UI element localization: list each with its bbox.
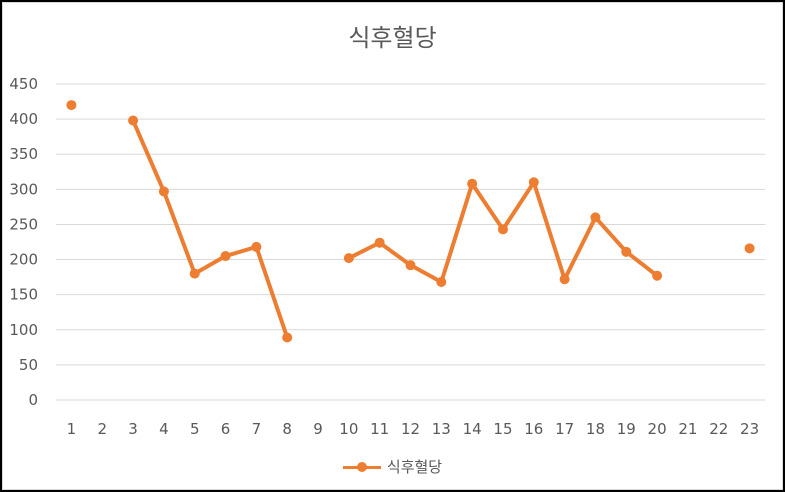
data-point xyxy=(436,277,447,288)
y-tick-label: 50 xyxy=(19,356,38,374)
x-tick-label: 3 xyxy=(128,420,138,438)
y-tick-label: 200 xyxy=(9,251,38,269)
data-point xyxy=(528,177,539,188)
data-point xyxy=(497,224,508,235)
x-tick-label: 17 xyxy=(555,420,574,438)
x-tick-label: 2 xyxy=(97,420,107,438)
data-point xyxy=(282,332,293,343)
y-tick-label: 300 xyxy=(9,180,38,198)
data-point xyxy=(251,241,262,252)
x-tick-label: 9 xyxy=(313,420,323,438)
x-tick-label: 23 xyxy=(740,420,759,438)
x-tick-label: 1 xyxy=(67,420,77,438)
legend-label: 식후혈당 xyxy=(386,458,443,476)
y-tick-label: 150 xyxy=(9,286,38,304)
data-point xyxy=(158,186,169,197)
x-tick-label: 8 xyxy=(282,420,292,438)
x-tick-label: 4 xyxy=(159,420,169,438)
x-tick-label: 20 xyxy=(648,420,667,438)
x-tick-label: 7 xyxy=(252,420,262,438)
x-tick-label: 15 xyxy=(493,420,512,438)
x-tick-label: 18 xyxy=(586,420,605,438)
y-tick-label: 100 xyxy=(9,321,38,339)
data-point xyxy=(590,212,601,223)
data-point xyxy=(652,270,663,281)
x-tick-label: 14 xyxy=(463,420,482,438)
x-tick-label: 10 xyxy=(339,420,358,438)
data-point xyxy=(189,268,200,279)
x-tick-label: 21 xyxy=(678,420,697,438)
series-line xyxy=(131,118,290,340)
data-point xyxy=(374,237,385,248)
chart-title: 식후혈당 xyxy=(348,24,437,52)
x-tick-label: 19 xyxy=(617,420,636,438)
x-tick-label: 5 xyxy=(190,420,200,438)
y-tick-label: 250 xyxy=(9,215,38,233)
data-point xyxy=(405,260,416,271)
data-point xyxy=(220,251,231,262)
y-tick-label: 350 xyxy=(9,145,38,163)
y-tick-label: 400 xyxy=(9,110,38,128)
data-point xyxy=(66,100,77,111)
x-tick-label: 11 xyxy=(370,420,389,438)
data-point xyxy=(621,246,632,257)
data-point xyxy=(343,253,354,264)
data-point xyxy=(559,274,570,285)
data-point xyxy=(128,115,139,126)
y-tick-label: 0 xyxy=(28,391,38,409)
x-tick-label: 12 xyxy=(401,420,420,438)
x-tick-label: 13 xyxy=(432,420,451,438)
data-point xyxy=(744,243,755,254)
y-tick-label: 450 xyxy=(9,75,38,93)
data-point xyxy=(467,178,478,189)
legend-marker xyxy=(342,461,381,473)
x-tick-label: 22 xyxy=(709,420,728,438)
x-tick-label: 6 xyxy=(221,420,231,438)
x-tick-label: 16 xyxy=(524,420,543,438)
legend: 식후혈당 xyxy=(0,456,785,477)
